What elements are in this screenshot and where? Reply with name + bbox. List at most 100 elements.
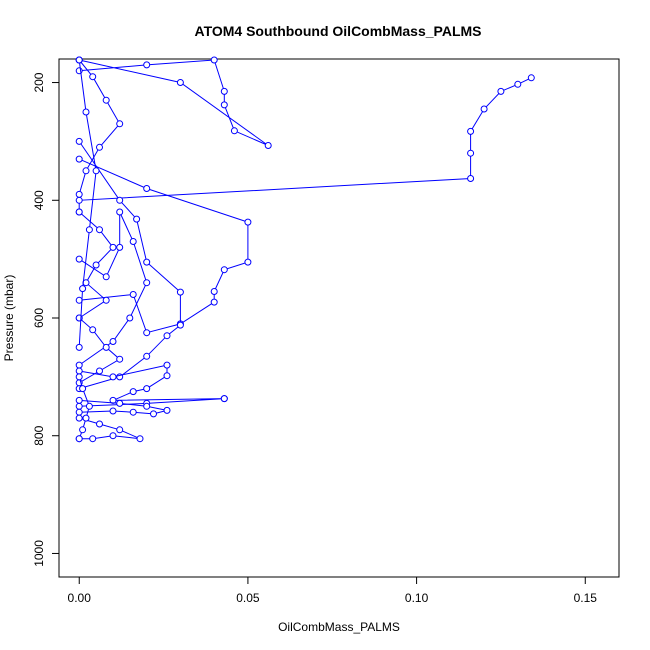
data-point	[143, 385, 151, 393]
data-point	[220, 266, 228, 274]
data-point	[116, 208, 124, 216]
y-tick-label: 400	[32, 190, 46, 210]
data-point	[497, 87, 505, 95]
data-point	[96, 420, 103, 428]
data-point	[514, 80, 522, 88]
data-point	[467, 149, 475, 157]
data-point	[96, 143, 103, 151]
data-point	[92, 261, 100, 269]
series-11	[75, 314, 124, 387]
data-point	[143, 61, 151, 69]
data-point	[176, 79, 184, 86]
data-point	[92, 167, 100, 175]
data-point	[143, 185, 151, 192]
data-point	[129, 291, 137, 298]
data-point	[102, 343, 110, 351]
data-point	[75, 255, 83, 263]
series-layer	[75, 56, 535, 443]
data-point	[75, 296, 83, 304]
series-line	[79, 364, 225, 407]
series-6	[75, 361, 228, 410]
data-point	[102, 296, 110, 304]
series-13	[75, 373, 93, 443]
data-point	[264, 142, 272, 149]
data-point	[116, 196, 124, 204]
data-point	[176, 288, 184, 296]
data-point	[75, 56, 83, 64]
data-point	[150, 410, 157, 418]
data-point	[79, 426, 87, 434]
data-point	[102, 273, 110, 281]
data-point	[89, 326, 97, 334]
data-point	[82, 108, 90, 116]
data-point	[244, 258, 252, 266]
data-point	[75, 137, 83, 145]
y-axis: 200 400 600 800 1000	[32, 72, 59, 567]
data-point	[109, 338, 117, 345]
data-point	[116, 120, 124, 128]
x-tick-label: 0.10	[405, 591, 429, 605]
data-point	[220, 395, 228, 403]
data-point	[75, 373, 83, 381]
data-point	[109, 243, 117, 251]
series-3	[75, 155, 252, 337]
data-point	[109, 407, 117, 415]
data-point	[89, 435, 97, 443]
data-point	[75, 208, 83, 216]
data-point	[244, 218, 252, 226]
data-point	[85, 226, 93, 234]
data-point	[75, 155, 83, 163]
y-tick-label: 200	[32, 72, 46, 92]
data-point	[143, 402, 151, 410]
series-12	[75, 56, 100, 351]
series-5	[75, 208, 151, 369]
data-point	[75, 402, 83, 410]
data-point	[129, 238, 137, 245]
data-point	[102, 96, 110, 104]
data-point	[210, 56, 218, 64]
data-point	[143, 258, 151, 266]
data-point	[210, 298, 218, 306]
data-point	[75, 361, 83, 369]
data-point	[129, 408, 137, 416]
data-point	[75, 408, 83, 416]
x-axis: 0.00 0.05 0.10 0.15	[68, 577, 598, 605]
data-point	[176, 321, 184, 329]
data-point	[163, 361, 171, 369]
y-axis-label: Pressure (mbar)	[2, 275, 16, 362]
data-point	[116, 426, 124, 434]
x-tick-label: 0.00	[68, 591, 92, 605]
data-point	[116, 399, 124, 407]
y-tick-label: 1000	[32, 540, 46, 567]
data-point	[75, 190, 83, 198]
data-point	[230, 127, 238, 135]
series-1	[75, 74, 535, 216]
y-tick-label: 800	[32, 425, 46, 445]
data-point	[82, 167, 90, 175]
data-point	[82, 414, 90, 422]
data-point	[220, 87, 228, 95]
data-point	[163, 372, 171, 380]
data-point	[143, 352, 151, 360]
data-point	[79, 385, 87, 393]
data-point	[126, 314, 134, 322]
x-axis-label: OilCombMass_PALMS	[278, 620, 400, 634]
data-point	[75, 343, 83, 351]
x-tick-label: 0.05	[236, 591, 260, 605]
data-point	[109, 432, 117, 440]
data-point	[163, 332, 171, 340]
data-point	[133, 215, 141, 223]
data-point	[527, 74, 535, 82]
data-point	[79, 285, 87, 293]
data-point	[467, 127, 475, 135]
data-point	[210, 288, 218, 295]
y-tick-label: 600	[32, 308, 46, 328]
x-tick-label: 0.15	[574, 591, 598, 605]
data-point	[116, 243, 124, 251]
series-line	[78, 59, 97, 348]
data-point	[75, 196, 83, 204]
data-point	[116, 355, 124, 363]
series-8	[75, 414, 144, 443]
